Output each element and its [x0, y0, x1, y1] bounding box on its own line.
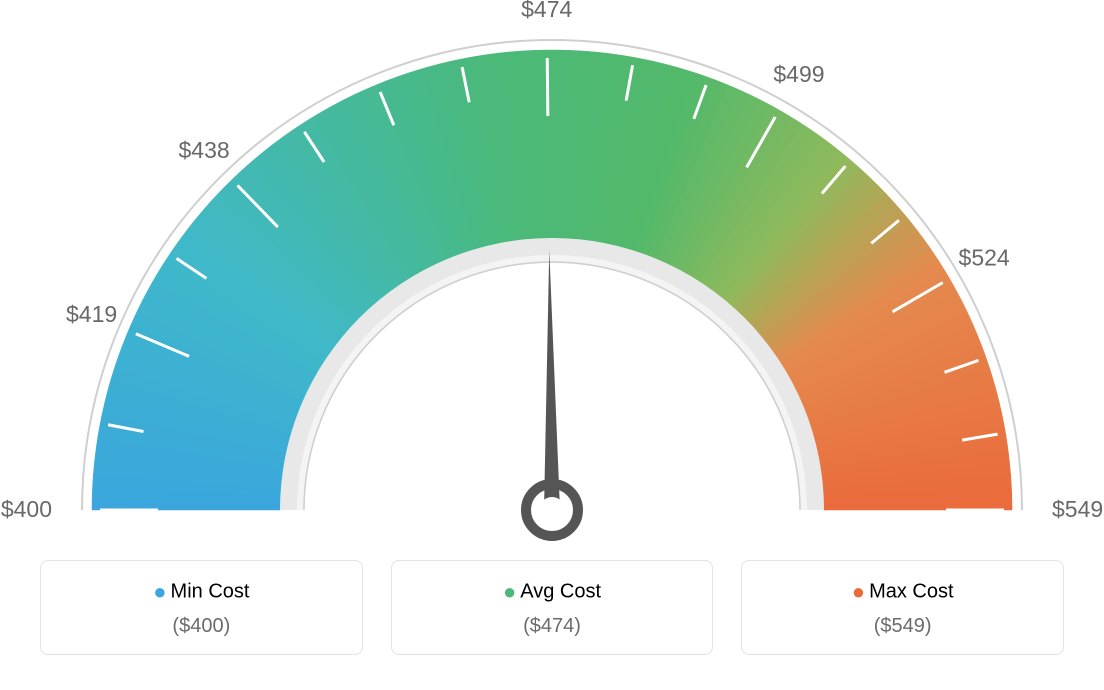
legend-value: ($474) [402, 615, 703, 638]
legend-label-text: Avg Cost [520, 580, 601, 602]
legend-dot-icon: ● [503, 579, 516, 604]
gauge-chart: $400 $419 $438 $474 $499 $524 $549 [0, 0, 1104, 560]
legend-label-text: Max Cost [869, 580, 953, 602]
legend-label: ●Max Cost [752, 579, 1053, 605]
svg-text:$499: $499 [773, 61, 824, 87]
svg-text:$524: $524 [959, 244, 1010, 270]
svg-text:$419: $419 [66, 301, 117, 327]
legend-dot-icon: ● [852, 579, 865, 604]
legend-card-min: ●Min Cost ($400) [40, 560, 363, 655]
svg-text:$400: $400 [1, 496, 52, 522]
legend-value: ($549) [752, 615, 1053, 638]
legend-label-text: Min Cost [171, 580, 250, 602]
legend-dot-icon: ● [153, 579, 166, 604]
legend-row: ●Min Cost ($400) ●Avg Cost ($474) ●Max C… [0, 560, 1104, 655]
legend-label: ●Avg Cost [402, 579, 703, 605]
legend-label: ●Min Cost [51, 579, 352, 605]
legend-value: ($400) [51, 615, 352, 638]
cost-gauge-widget: $400$419$438$474$499$524$549 ●Min Cost (… [0, 0, 1104, 690]
svg-text:$549: $549 [1052, 496, 1103, 522]
svg-text:$438: $438 [178, 137, 229, 163]
legend-card-avg: ●Avg Cost ($474) [391, 560, 714, 655]
svg-text:$474: $474 [521, 0, 572, 22]
legend-card-max: ●Max Cost ($549) [741, 560, 1064, 655]
